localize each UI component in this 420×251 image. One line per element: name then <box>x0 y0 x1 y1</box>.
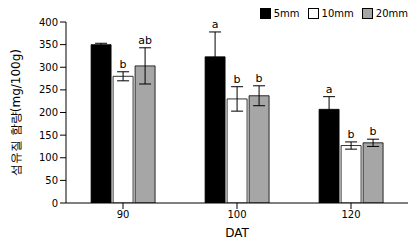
svg-text:섬유질 함량(mg/100g): 섬유질 함량(mg/100g) <box>9 49 23 176</box>
svg-text:0: 0 <box>52 198 58 209</box>
html-text:10mm: 10mm <box>321 8 354 19</box>
svg-text:ab: ab <box>138 34 152 47</box>
html-text:20mm: 20mm <box>375 8 408 19</box>
svg-text:b: b <box>120 58 127 71</box>
svg-text:50: 50 <box>45 175 58 186</box>
html-text:5mm: 5mm <box>273 8 300 19</box>
svg-text:150: 150 <box>39 130 58 141</box>
svg-text:b: b <box>348 128 355 141</box>
svg-text:200: 200 <box>39 107 58 118</box>
svg-text:a: a <box>212 18 219 31</box>
svg-text:90: 90 <box>117 209 130 220</box>
svg-text:400: 400 <box>39 17 58 28</box>
svg-text:100: 100 <box>227 209 246 220</box>
svg-text:350: 350 <box>39 39 58 50</box>
svg-text:100: 100 <box>39 152 58 163</box>
svg-text:b: b <box>234 73 241 86</box>
svg-text:b: b <box>256 72 263 85</box>
svg-text:250: 250 <box>39 84 58 95</box>
svg-text:120: 120 <box>341 209 360 220</box>
svg-text:b: b <box>370 125 377 138</box>
svg-text:300: 300 <box>39 62 58 73</box>
svg-text:DAT: DAT <box>225 226 249 240</box>
svg-text:a: a <box>326 83 333 96</box>
